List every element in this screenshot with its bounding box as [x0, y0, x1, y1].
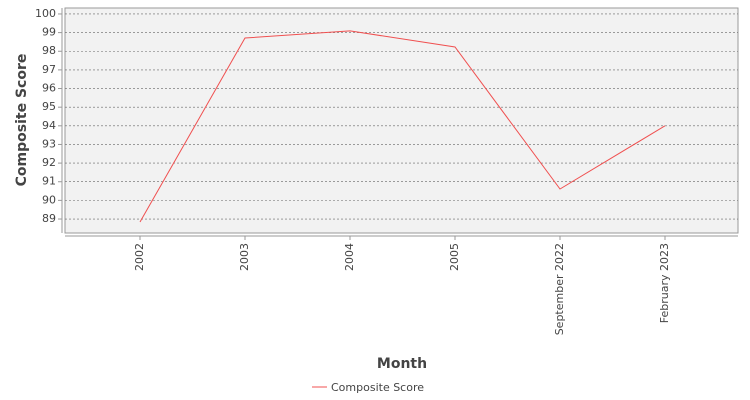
y-tick-label: 97 — [42, 63, 56, 76]
y-tick-label: 90 — [42, 193, 56, 206]
x-tick-label: September 2022 — [553, 243, 566, 335]
legend-label: Composite Score — [331, 381, 424, 394]
x-tick-label: 2004 — [343, 243, 356, 271]
series-line — [139, 30, 666, 223]
y-tick-label: 92 — [42, 156, 56, 169]
y-tick-label: 96 — [42, 82, 56, 95]
y-tick-label: 91 — [42, 175, 56, 188]
x-axis-title: Month — [377, 356, 427, 372]
y-tick-label: 99 — [42, 26, 56, 39]
y-tick-label: 94 — [42, 119, 56, 132]
y-tick-label: 98 — [42, 44, 56, 57]
x-tick-label: 2005 — [448, 243, 461, 271]
plot-area — [64, 7, 739, 234]
y-axis-title: Composite Score — [14, 54, 30, 187]
x-tick-label: 2002 — [133, 243, 146, 271]
y-tick-label: 100 — [35, 7, 56, 20]
y-tick-label: 95 — [42, 100, 56, 113]
x-tick-label: February 2023 — [658, 243, 671, 323]
y-tick-label: 89 — [42, 212, 56, 225]
x-tick-label: 2003 — [238, 243, 251, 271]
y-tick-label: 93 — [42, 137, 56, 150]
